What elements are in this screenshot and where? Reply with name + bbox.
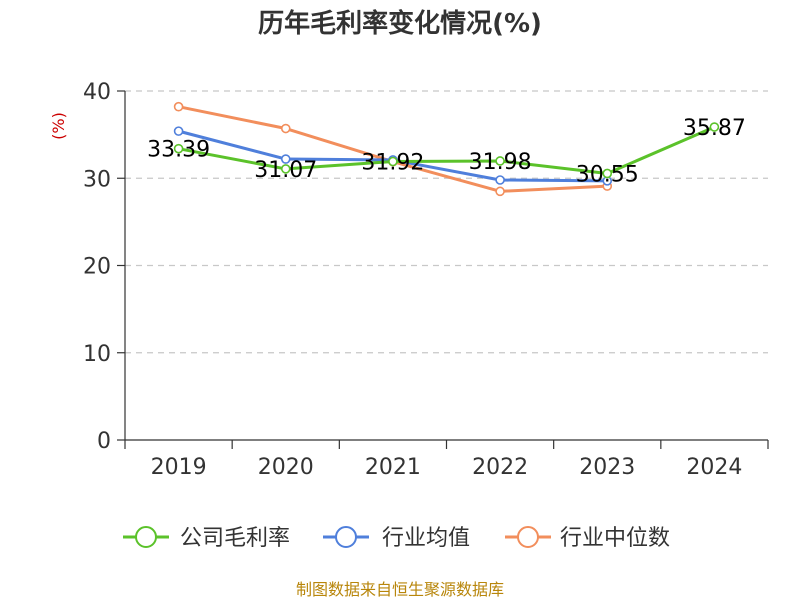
chart-title: 历年毛利率变化情况(%) [258,8,542,39]
legend-label-0: 公司毛利率 [180,526,290,551]
series-0-point-2021 [388,156,398,167]
legend: 公司毛利率 行业均值 行业中位数 [123,526,670,551]
x-tick-label-2019: 2019 [151,455,207,480]
legend-marker-1 [335,526,357,548]
data-label-2023: 30.55 [576,162,639,187]
data-label-2021: 31.92 [361,150,424,175]
grid-lines [125,90,768,354]
data-labels: 33.39 31.07 31.92 31.98 30.55 35.87 [147,116,746,187]
data-label-2020: 31.07 [254,158,317,183]
x-tick-label-2024: 2024 [686,455,742,480]
y-tick-label-10: 10 [83,342,111,367]
series-1-point-2020 [280,154,291,164]
legend-label-1: 行业均值 [382,526,470,551]
series-0-point-2023 [602,168,613,179]
series-0-point-2022 [495,156,505,166]
series-1-point-2022 [495,175,505,185]
data-label-2024: 35.87 [683,116,746,141]
legend-marker-0 [135,526,157,548]
series-1-point-2019 [173,126,184,136]
series-group [173,101,720,197]
axes: 0 10 20 30 40 2019 2020 2021 2022 2023 2024 [83,80,769,480]
series-2-point-2019 [173,101,184,112]
source-note: 制图数据来自恒生聚源数据库 [296,580,504,599]
series-2-point-2020 [280,123,291,134]
legend-marker-2 [517,526,539,548]
x-tick-label-2020: 2020 [258,455,314,480]
x-tick-label-2021: 2021 [365,455,421,480]
y-axis-label: (%) [49,112,68,140]
series-0-point-2019 [173,143,184,154]
series-line-0 [178,125,716,175]
y-tick-label-20: 20 [83,255,111,280]
series-0-point-2024 [709,122,720,132]
y-tick-label-0: 0 [97,429,111,454]
data-label-2022: 31.98 [469,150,532,175]
y-tick-label-40: 40 [83,80,111,105]
y-tick-label-30: 30 [83,167,111,192]
legend-label-2: 行业中位数 [560,526,670,551]
series-0-point-2020 [280,164,291,174]
data-label-2019: 33.39 [147,138,210,163]
series-2-point-2022 [495,186,505,197]
x-tick-label-2023: 2023 [579,455,635,480]
x-tick-label-2022: 2022 [472,455,528,480]
